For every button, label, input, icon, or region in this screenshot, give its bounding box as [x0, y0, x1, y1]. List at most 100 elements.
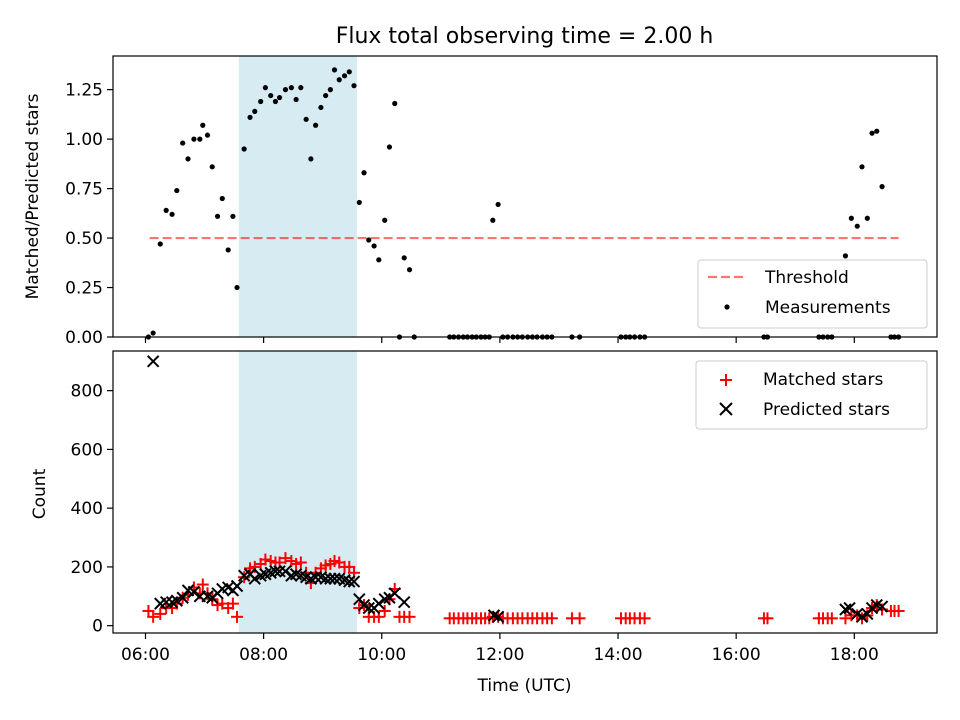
- measurement-point: [214, 213, 221, 219]
- matched-star-marker: [206, 593, 219, 606]
- predicted-star-marker: [362, 601, 375, 615]
- predicted-star-marker: [279, 565, 292, 578]
- bottom-y-tick-label: 600: [71, 440, 103, 460]
- matched-star-points: [142, 552, 905, 625]
- top-legend-box: [697, 259, 928, 329]
- measurement-point: [842, 253, 849, 259]
- measurement-point: [197, 136, 203, 142]
- measurement-point: [859, 164, 865, 170]
- predicted-star-marker: [248, 572, 261, 585]
- matched-star-marker: [259, 553, 272, 566]
- matched-star-marker: [378, 604, 391, 617]
- predicted-star-marker: [146, 355, 160, 368]
- matched-star-marker: [231, 610, 244, 623]
- matched-star-marker: [638, 612, 651, 625]
- predicted-star-marker: [328, 572, 341, 585]
- matched-star-marker: [294, 556, 307, 569]
- predicted-star-marker: [397, 595, 411, 609]
- x-tick-label: 06:00: [121, 645, 170, 665]
- x-tick-label: 14:00: [594, 645, 643, 665]
- predicted-star-marker: [230, 579, 244, 593]
- predicted-star-marker: [170, 594, 184, 607]
- measurement-point: [382, 217, 388, 223]
- measurement-point: [298, 85, 304, 91]
- top-y-tick-label: 1.25: [65, 81, 103, 101]
- bottom-y-axis-label: Count: [30, 468, 50, 519]
- predicted-star-marker: [347, 575, 361, 588]
- measurement-point: [318, 104, 324, 111]
- measurement-point: [157, 241, 163, 247]
- measurement-point: [341, 73, 348, 79]
- matched-star-marker: [839, 612, 852, 625]
- predicted-star-marker: [319, 572, 332, 585]
- measurement-point: [366, 237, 372, 243]
- bottom-y-tick-label: 200: [71, 558, 103, 578]
- x-tick-label: 16:00: [712, 645, 761, 665]
- measurement-point: [272, 98, 279, 105]
- measurement-point: [209, 164, 215, 170]
- legend-matched-label: Matched stars: [763, 370, 883, 390]
- matched-star-marker: [573, 612, 586, 625]
- measurement-point: [219, 195, 225, 202]
- legend-predicted-swatch: [719, 402, 733, 416]
- measurement-point: [234, 284, 240, 291]
- legend-predicted-label: Predicted stars: [763, 400, 890, 420]
- measurement-point: [150, 330, 156, 336]
- matched-star-marker: [892, 604, 905, 617]
- measurement-point: [313, 122, 319, 128]
- measurement-point: [371, 243, 377, 249]
- x-tick-label: 12:00: [475, 645, 524, 665]
- legend-matched-swatch: [720, 374, 732, 386]
- top-axes-frame: [112, 55, 938, 338]
- top-y-tick-label: 0.50: [65, 229, 103, 249]
- bottom-legend-box: [695, 360, 928, 430]
- matched-star-marker: [545, 612, 558, 625]
- measurement-point: [163, 207, 169, 213]
- matched-star-marker: [196, 578, 209, 591]
- matched-star-marker: [147, 610, 160, 623]
- top-y-tick-label: 0.00: [65, 328, 103, 348]
- measurement-point: [185, 156, 191, 162]
- top-y-axis: 0.00 0.25 0.50 0.75 1.00 1.25: [65, 81, 113, 348]
- measurement-point: [247, 114, 253, 120]
- measurement-point: [490, 217, 496, 223]
- matched-star-marker: [825, 612, 838, 625]
- measurement-point: [401, 255, 407, 261]
- matched-star-marker: [403, 610, 416, 623]
- measurement-point: [392, 100, 398, 107]
- top-legend: Threshold Measurements: [697, 259, 928, 329]
- predicted-star-marker: [372, 597, 386, 610]
- top-panel: 0.00 0.25 0.50 0.75 1.00 1.25 Matched/Predict…: [23, 55, 938, 348]
- measurement-point: [336, 77, 342, 83]
- bottom-panel: 0 200 400 600 800 06:00 08:00 10:00 12:00 14:00 1…: [30, 350, 938, 696]
- measurement-point: [406, 267, 413, 273]
- measurement-points: [145, 67, 902, 340]
- top-y-tick-label: 0.75: [65, 180, 103, 200]
- matched-star-marker: [279, 552, 292, 565]
- measurement-point: [276, 94, 283, 101]
- top-y-tick-label: 0.25: [65, 279, 103, 299]
- matched-star-marker: [154, 607, 167, 620]
- figure-title: Flux total observing time = 2.00 h: [336, 24, 714, 49]
- legend-measurement-swatch: [724, 304, 730, 310]
- measurement-point: [262, 85, 268, 91]
- legend-measurements-label: Measurements: [765, 298, 891, 318]
- measurement-point: [169, 211, 175, 217]
- measurement-point: [191, 136, 197, 142]
- measurement-point: [327, 87, 333, 93]
- predicted-star-marker: [187, 585, 201, 599]
- predicted-star-marker: [273, 565, 286, 578]
- measurement-point: [331, 67, 338, 73]
- x-tick-label: 18:00: [830, 645, 879, 665]
- predicted-star-marker: [343, 575, 356, 588]
- measurement-point: [323, 92, 329, 99]
- measurement-point: [356, 199, 362, 206]
- measurement-point: [180, 140, 186, 146]
- measurement-point: [174, 187, 180, 194]
- measurement-point: [252, 108, 258, 115]
- matched-star-marker: [226, 597, 239, 610]
- predicted-star-marker: [875, 600, 889, 613]
- measurement-point: [293, 96, 299, 103]
- measurement-point: [308, 156, 314, 162]
